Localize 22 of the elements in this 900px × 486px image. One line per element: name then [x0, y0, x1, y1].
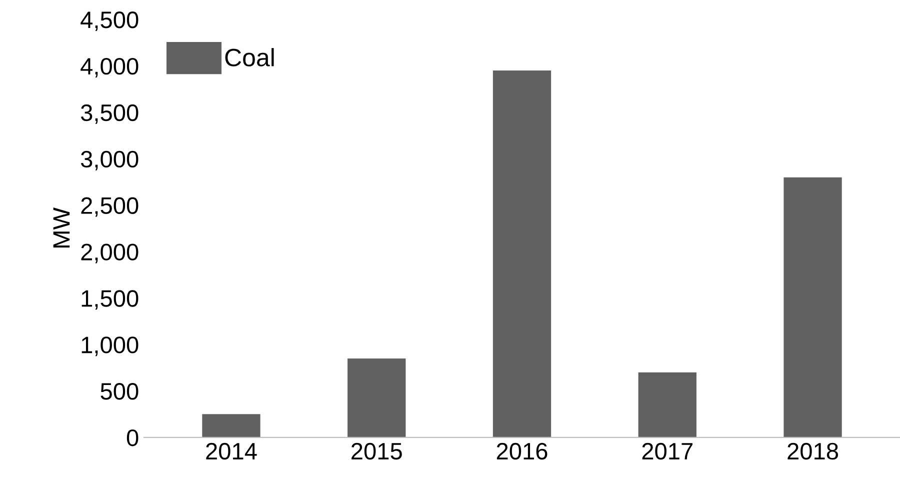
y-tick-label: 4,500 [80, 12, 138, 32]
y-tick-label: 500 [100, 383, 138, 400]
bar [202, 414, 260, 438]
x-tick-label: 2015 [352, 442, 402, 460]
y-axis-title: MW [53, 208, 70, 248]
y-tick-label: 3,500 [80, 104, 138, 124]
y-tick-label: 1,000 [82, 336, 138, 356]
y-tick-label: 2,500 [81, 197, 138, 217]
bar [348, 358, 406, 438]
legend-label: Coal [225, 48, 274, 66]
y-tick-label: 0 [126, 429, 138, 446]
bar [492, 70, 552, 438]
y-tick-label: 3,000 [80, 150, 138, 170]
x-tick-label: 2014 [206, 442, 257, 460]
bar [638, 372, 696, 438]
x-tick-label: 2017 [642, 442, 692, 460]
y-tick-label: 2,000 [81, 244, 138, 264]
y-tick-label: 4,000 [80, 58, 138, 78]
x-tick-label: 2016 [496, 442, 548, 460]
y-tick-label: 1,500 [82, 290, 138, 310]
bar [784, 177, 842, 438]
x-tick-label: 2018 [788, 442, 838, 460]
